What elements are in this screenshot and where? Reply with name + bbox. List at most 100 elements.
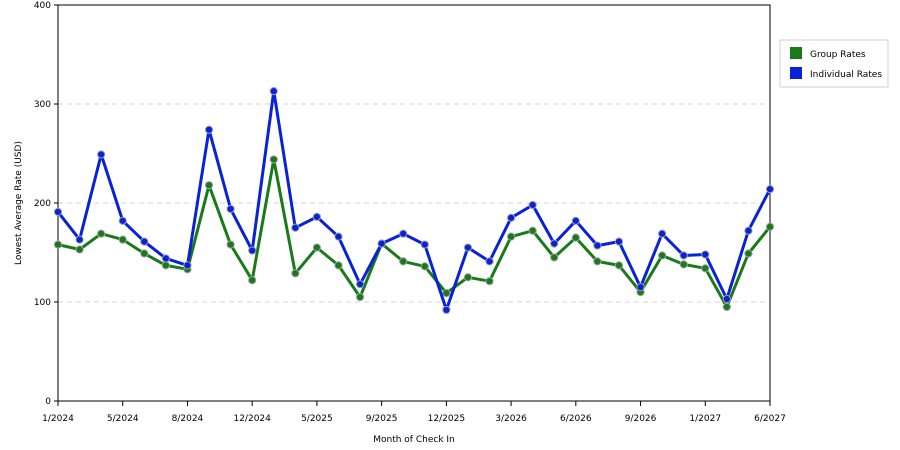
data-point-group-rates <box>485 277 494 286</box>
data-point-individual-rates <box>442 305 451 315</box>
data-point-group-rates <box>722 302 731 312</box>
x-tick-label: 6/2027 <box>754 414 786 424</box>
legend: Group Rates Individual Rates <box>779 39 889 88</box>
data-point-group-rates <box>571 233 580 242</box>
data-point-group-rates <box>291 269 300 278</box>
data-point-group-rates <box>204 181 214 190</box>
data-point-group-rates <box>442 288 451 298</box>
data-point-individual-rates <box>226 204 235 214</box>
data-point-group-rates <box>312 243 322 252</box>
data-point-individual-rates <box>658 229 667 238</box>
data-point-group-rates <box>420 262 429 271</box>
data-point-individual-rates <box>183 261 192 270</box>
data-point-individual-rates <box>334 232 343 241</box>
data-point-individual-rates <box>679 251 688 260</box>
data-point-individual-rates <box>140 237 149 246</box>
data-point-individual-rates <box>722 294 731 304</box>
y-tick-label: 100 <box>34 298 51 308</box>
x-tick-label: 1/2027 <box>689 414 721 424</box>
data-point-group-rates <box>506 232 516 241</box>
data-point-group-rates <box>355 292 365 302</box>
data-point-group-rates <box>226 240 235 249</box>
series-group <box>53 87 775 315</box>
x-tick-label: 6/2026 <box>560 414 592 424</box>
data-point-group-rates <box>463 273 473 282</box>
data-point-group-rates <box>248 276 257 285</box>
legend-item-group-rates: Group Rates <box>790 47 866 60</box>
y-tick-label: 300 <box>34 100 51 110</box>
data-point-individual-rates <box>53 207 63 217</box>
x-tick-label: 9/2026 <box>625 414 657 424</box>
data-point-individual-rates <box>571 216 580 225</box>
data-point-group-rates <box>118 235 127 244</box>
y-tick-label: 0 <box>45 397 51 407</box>
y-tick-label: 200 <box>34 199 51 209</box>
data-point-individual-rates <box>636 283 645 292</box>
data-point-individual-rates <box>463 243 473 252</box>
x-tick-label: 12/2025 <box>428 414 465 424</box>
x-tick-label: 9/2025 <box>366 414 398 424</box>
series-line-individual-rates <box>56 89 772 312</box>
legend-swatch-individual-rates <box>790 67 802 79</box>
x-tick-label: 5/2024 <box>107 414 139 424</box>
data-point-group-rates <box>701 264 710 273</box>
data-point-individual-rates <box>506 213 516 222</box>
legend-item-individual-rates: Individual Rates <box>790 67 882 80</box>
legend-label-group-rates: Group Rates <box>810 50 866 60</box>
data-point-group-rates <box>269 155 278 164</box>
data-point-group-rates <box>679 260 688 269</box>
x-tick-label: 3/2026 <box>495 414 527 424</box>
y-tick-label: 400 <box>34 1 51 11</box>
x-axis-ticks: 1/2024 5/2024 8/2024 12/2024 5/2025 9/2025 12/… <box>42 401 786 424</box>
data-point-group-rates <box>399 257 408 266</box>
data-point-individual-rates <box>204 125 214 134</box>
legend-label-individual-rates: Individual Rates <box>810 70 882 80</box>
data-point-individual-rates <box>765 185 775 194</box>
x-tick-label: 12/2024 <box>233 414 271 424</box>
data-point-individual-rates <box>744 226 753 235</box>
x-tick-label: 5/2025 <box>301 414 333 424</box>
x-tick-label: 1/2024 <box>42 414 74 424</box>
data-point-individual-rates <box>355 280 365 289</box>
data-point-group-rates <box>97 229 106 238</box>
data-point-individual-rates <box>701 250 710 259</box>
data-point-individual-rates <box>269 87 278 96</box>
data-point-group-rates <box>593 257 602 266</box>
data-point-individual-rates <box>420 240 429 249</box>
data-point-group-rates <box>614 261 624 270</box>
x-axis-title: Month of Check In <box>373 435 455 445</box>
y-axis-ticks: 0 100 200 300 400 <box>34 1 58 407</box>
legend-swatch-group-rates <box>790 47 802 59</box>
data-point-group-rates <box>53 240 63 249</box>
data-point-individual-rates <box>291 223 300 232</box>
data-point-individual-rates <box>614 237 624 246</box>
data-point-individual-rates <box>399 229 408 238</box>
x-tick-label: 8/2024 <box>172 414 204 424</box>
data-point-individual-rates <box>550 239 559 248</box>
data-point-group-rates <box>161 261 170 270</box>
grid-lines <box>58 103 770 303</box>
data-point-individual-rates <box>312 212 322 221</box>
data-point-group-rates <box>75 245 84 254</box>
data-point-group-rates <box>658 251 667 260</box>
data-point-individual-rates <box>161 254 170 263</box>
data-point-group-rates <box>550 253 559 262</box>
data-point-individual-rates <box>528 200 537 210</box>
data-point-group-rates <box>765 222 775 231</box>
data-point-individual-rates <box>75 235 84 244</box>
data-point-individual-rates <box>118 216 127 225</box>
data-point-individual-rates <box>97 150 106 159</box>
series-individual-rates <box>53 87 775 315</box>
data-point-individual-rates <box>485 257 494 266</box>
data-point-individual-rates <box>593 241 602 250</box>
data-point-group-rates <box>744 249 753 258</box>
data-point-individual-rates <box>377 239 386 248</box>
data-point-group-rates <box>334 261 343 270</box>
data-point-group-rates <box>528 226 537 235</box>
y-axis-title: Lowest Average Rate (USD) <box>14 141 24 265</box>
data-point-group-rates <box>140 249 149 258</box>
series-line-group-rates <box>57 157 772 309</box>
data-point-individual-rates <box>248 246 257 255</box>
